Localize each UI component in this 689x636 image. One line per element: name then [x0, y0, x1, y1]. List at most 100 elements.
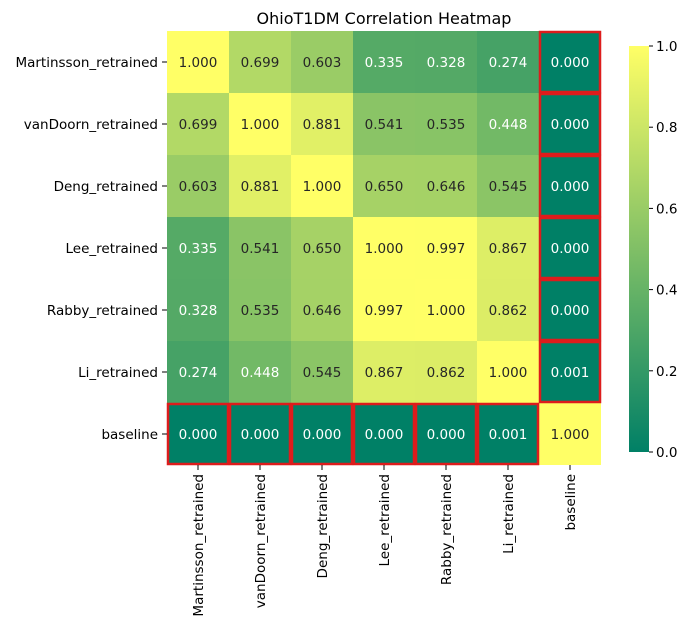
x-tick-label: Martinsson_retrained [191, 474, 207, 617]
heatmap-cell [353, 341, 415, 403]
cell-value-label: 0.335 [179, 241, 218, 257]
y-tick-label: Lee_retrained [65, 241, 158, 257]
cell-value-label: 0.541 [241, 241, 280, 257]
cell-value-label: 0.000 [303, 427, 342, 443]
highlight-outline [538, 340, 602, 404]
y-tick-label: Martinsson_retrained [15, 55, 158, 71]
heatmap-cell [477, 341, 539, 403]
chart-title: OhioT1DM Correlation Heatmap [257, 9, 512, 28]
cell-value-label: 0.867 [489, 241, 528, 257]
cell-value-label: 0.335 [365, 55, 404, 71]
heatmap-cell [353, 155, 415, 217]
heatmap-cell [539, 93, 601, 155]
heatmap-cell [477, 31, 539, 93]
heatmap-cell [229, 341, 291, 403]
cell-value-label: 1.000 [489, 365, 528, 381]
cell-value-label: 0.000 [365, 427, 404, 443]
heatmap-cell [167, 403, 229, 465]
x-tick-label: Rabby_retrained [439, 474, 455, 585]
heatmap-cell [229, 279, 291, 341]
cell-value-label: 0.997 [365, 303, 404, 319]
y-tick-label: vanDoorn_retrained [24, 117, 158, 133]
heatmap-cell [167, 279, 229, 341]
y-tick-label: baseline [101, 427, 158, 443]
cell-value-label: 0.448 [241, 365, 280, 381]
colorbar: 0.0 0.2 0.4 0.6 0.8 1.0 [629, 39, 677, 461]
heatmap-cell [353, 279, 415, 341]
cell-value-label: 1.000 [241, 117, 280, 133]
heatmap-cell [415, 93, 477, 155]
heatmap-cell [477, 279, 539, 341]
cell-value-label: 0.535 [427, 117, 466, 133]
highlight-outline [538, 92, 602, 156]
cell-value-label: 0.001 [551, 365, 590, 381]
heatmap-cell [539, 279, 601, 341]
cell-value-label: 0.000 [179, 427, 218, 443]
heatmap-cell [167, 341, 229, 403]
heatmap-cell [229, 93, 291, 155]
cell-value-label: 0.328 [179, 303, 218, 319]
highlight-outline [538, 154, 602, 218]
cell-value-label: 0.545 [489, 179, 528, 195]
cell-value-label: 0.603 [179, 179, 218, 195]
cell-value-label: 0.541 [365, 117, 404, 133]
cell-value-label: 0.001 [489, 427, 528, 443]
cell-value-label: 0.650 [365, 179, 404, 195]
cell-value-label: 0.603 [303, 55, 342, 71]
cell-value-label: 1.000 [179, 55, 218, 71]
colorbar-tick-label: 0.4 [656, 283, 677, 299]
cell-value-label: 0.274 [179, 365, 218, 381]
x-tick-label: Lee_retrained [377, 474, 393, 567]
heatmap-cell [291, 403, 353, 465]
highlight-outline [538, 30, 602, 94]
heatmap-cell [415, 341, 477, 403]
heatmap-cell [291, 341, 353, 403]
cell-value-label: 0.328 [427, 55, 466, 71]
heatmap-cell [167, 155, 229, 217]
cell-value-label: 0.000 [551, 303, 590, 319]
heatmap-cell [229, 155, 291, 217]
highlight-outline [228, 402, 292, 466]
heatmap-cell [477, 155, 539, 217]
heatmap-cell [353, 403, 415, 465]
x-tick-label: Li_retrained [501, 474, 517, 554]
cell-value-label: 0.646 [427, 179, 466, 195]
cell-value-label: 0.000 [551, 179, 590, 195]
heatmap-value-labels: 1.000 0.699 0.603 0.335 0.328 0.274 0.000 0.699… [179, 55, 590, 443]
cell-value-label: 0.699 [179, 117, 218, 133]
cell-value-label: 0.862 [427, 365, 466, 381]
heatmap-cell [167, 93, 229, 155]
heatmap-cell [415, 31, 477, 93]
heatmap-cell [539, 403, 601, 465]
cell-value-label: 0.867 [365, 365, 404, 381]
heatmap-cell [291, 155, 353, 217]
cell-value-label: 0.274 [489, 55, 528, 71]
heatmap-cell [539, 341, 601, 403]
heatmap-cell [291, 93, 353, 155]
cell-value-label: 1.000 [427, 303, 466, 319]
heatmap-cell [291, 31, 353, 93]
highlight-outline [476, 402, 540, 466]
heatmap-cell [415, 155, 477, 217]
highlight-outline [352, 402, 416, 466]
cell-value-label: 0.000 [241, 427, 280, 443]
cell-value-label: 1.000 [365, 241, 404, 257]
cell-value-label: 1.000 [551, 427, 590, 443]
colorbar-tick-label: 0.8 [656, 120, 677, 136]
heatmap-cell [539, 31, 601, 93]
cell-value-label: 0.000 [551, 55, 590, 71]
heatmap-cell [353, 93, 415, 155]
colorbar-gradient [629, 46, 649, 452]
x-tick-label: Deng_retrained [315, 474, 331, 578]
cell-value-label: 0.997 [427, 241, 466, 257]
cell-value-label: 0.545 [303, 365, 342, 381]
heatmap-cell [539, 217, 601, 279]
cell-value-label: 0.535 [241, 303, 280, 319]
cell-value-label: 0.881 [303, 117, 342, 133]
heatmap-cell [539, 155, 601, 217]
highlight-outline [538, 278, 602, 342]
heatmap-cell [167, 31, 229, 93]
y-axis: Martinsson_retrained vanDoorn_retrained De… [15, 55, 167, 443]
